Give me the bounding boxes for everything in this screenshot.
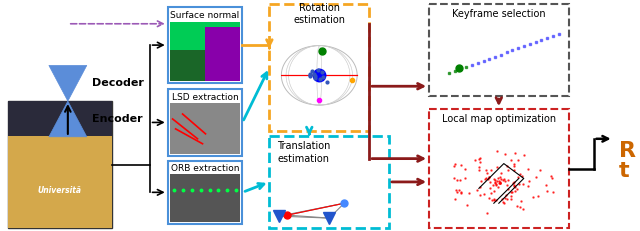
Text: Translation
estimation: Translation estimation xyxy=(277,141,331,164)
Text: t: t xyxy=(618,161,629,180)
Bar xyxy=(168,89,243,156)
Bar xyxy=(269,136,389,228)
Bar xyxy=(8,136,112,228)
Bar xyxy=(170,22,241,50)
Bar xyxy=(170,174,241,222)
Text: ORB extraction: ORB extraction xyxy=(171,164,239,173)
Bar xyxy=(429,4,569,96)
Text: Surface normal: Surface normal xyxy=(170,11,239,20)
Text: Universitä: Universitä xyxy=(38,186,82,195)
Bar xyxy=(8,101,112,228)
Bar xyxy=(170,103,241,154)
Polygon shape xyxy=(49,65,87,101)
Bar xyxy=(429,109,569,228)
Text: Decoder: Decoder xyxy=(92,78,143,88)
Text: LSD extraction: LSD extraction xyxy=(172,93,238,102)
Text: Rotation
estimation: Rotation estimation xyxy=(293,3,345,25)
Bar xyxy=(269,4,369,131)
Bar xyxy=(170,22,241,81)
Bar xyxy=(168,161,243,224)
Text: Local map optimization: Local map optimization xyxy=(442,114,556,124)
Polygon shape xyxy=(49,101,87,137)
Text: R: R xyxy=(618,141,636,161)
Text: Keyframe selection: Keyframe selection xyxy=(452,9,546,19)
Bar xyxy=(205,27,241,81)
Bar xyxy=(168,7,243,83)
Text: Encoder: Encoder xyxy=(92,114,143,124)
Bar xyxy=(8,101,112,136)
